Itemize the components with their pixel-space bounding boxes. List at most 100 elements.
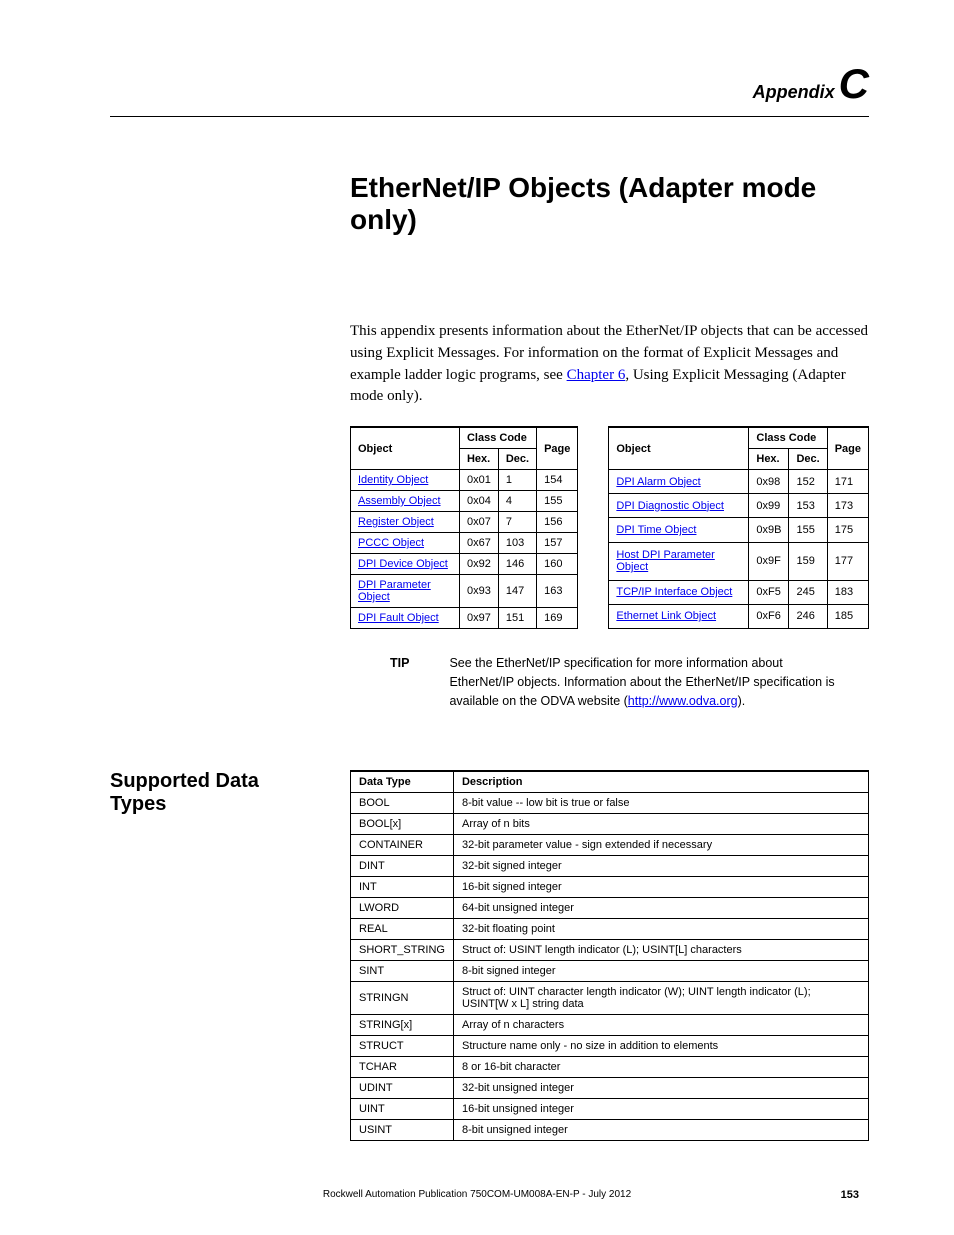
appendix-label: Appendix <box>753 82 835 102</box>
datatypes-heading: Supported Data Types <box>110 770 310 1141</box>
cell-hex: 0x07 <box>459 512 498 533</box>
object-link[interactable]: DPI Time Object <box>616 524 696 536</box>
table-row: STRINGNStruct of: UINT character length … <box>351 982 869 1015</box>
cell-dec: 246 <box>789 604 827 628</box>
cell-dec: 151 <box>498 608 536 629</box>
cell-hex: 0x9B <box>749 518 789 542</box>
cell-type: CONTAINER <box>351 835 454 856</box>
cell-dec: 159 <box>789 542 827 580</box>
cell-dec: 1 <box>498 470 536 491</box>
cell-hex: 0xF5 <box>749 580 789 604</box>
cell-page: 185 <box>827 604 868 628</box>
cell-type: BOOL <box>351 793 454 814</box>
col-classcode: Class Code <box>749 427 827 449</box>
cell-dec: 7 <box>498 512 536 533</box>
object-link[interactable]: Identity Object <box>358 474 428 486</box>
table-row: DINT32-bit signed integer <box>351 856 869 877</box>
table-row: PCCC Object0x67103157 <box>351 533 578 554</box>
cell-type: SHORT_STRING <box>351 940 454 961</box>
cell-type: UINT <box>351 1099 454 1120</box>
cell-type: STRING[x] <box>351 1015 454 1036</box>
cell-hex: 0x99 <box>749 494 789 518</box>
cell-dec: 147 <box>498 575 536 608</box>
table-row: Ethernet Link Object0xF6246185 <box>609 604 869 628</box>
cell-page: 171 <box>827 470 868 494</box>
object-link[interactable]: Assembly Object <box>358 495 441 507</box>
object-link[interactable]: DPI Device Object <box>358 558 448 570</box>
objects-table-right: Object Class Code Page Hex. Dec. DPI Ala… <box>608 426 869 629</box>
object-link[interactable]: DPI Fault Object <box>358 612 439 624</box>
tip-label: TIP <box>390 654 409 710</box>
cell-type: TCHAR <box>351 1057 454 1078</box>
header-rule <box>110 116 869 117</box>
object-link[interactable]: Host DPI Parameter Object <box>616 549 714 573</box>
cell-type: INT <box>351 877 454 898</box>
cell-dec: 103 <box>498 533 536 554</box>
cell-hex: 0x97 <box>459 608 498 629</box>
cell-page: 173 <box>827 494 868 518</box>
object-link[interactable]: PCCC Object <box>358 537 424 549</box>
cell-desc: Array of n characters <box>453 1015 868 1036</box>
object-link[interactable]: DPI Diagnostic Object <box>616 500 724 512</box>
cell-dec: 4 <box>498 491 536 512</box>
object-link[interactable]: DPI Parameter Object <box>358 579 431 603</box>
cell-desc: Struct of: USINT length indicator (L); U… <box>453 940 868 961</box>
cell-desc: Structure name only - no size in additio… <box>453 1036 868 1057</box>
cell-page: 154 <box>537 470 578 491</box>
cell-page: 175 <box>827 518 868 542</box>
datatypes-table: Data Type Description BOOL8-bit value --… <box>350 770 869 1141</box>
col-page: Page <box>827 427 868 470</box>
col-object: Object <box>609 427 749 470</box>
cell-page: 177 <box>827 542 868 580</box>
tip-block: TIP See the EtherNet/IP specification fo… <box>390 654 869 710</box>
cell-page: 183 <box>827 580 868 604</box>
cell-hex: 0x01 <box>459 470 498 491</box>
table-row: TCP/IP Interface Object 0xF5245183 <box>609 580 869 604</box>
cell-hex: 0x92 <box>459 554 498 575</box>
odva-link[interactable]: http://www.odva.org <box>628 694 738 708</box>
cell-type: REAL <box>351 919 454 940</box>
cell-page: 155 <box>537 491 578 512</box>
cell-type: DINT <box>351 856 454 877</box>
cell-desc: Struct of: UINT character length indicat… <box>453 982 868 1015</box>
table-row: REAL32-bit floating point <box>351 919 869 940</box>
table-row: SINT8-bit signed integer <box>351 961 869 982</box>
table-row: USINT8-bit unsigned integer <box>351 1120 869 1141</box>
table-row: BOOL8-bit value -- low bit is true or fa… <box>351 793 869 814</box>
cell-desc: 64-bit unsigned integer <box>453 898 868 919</box>
table-row: UDINT32-bit unsigned integer <box>351 1078 869 1099</box>
object-link[interactable]: TCP/IP Interface Object <box>616 586 732 598</box>
cell-desc: 8 or 16-bit character <box>453 1057 868 1078</box>
cell-desc: 8-bit signed integer <box>453 961 868 982</box>
col-object: Object <box>351 427 460 470</box>
cell-type: USINT <box>351 1120 454 1141</box>
cell-desc: 32-bit unsigned integer <box>453 1078 868 1099</box>
cell-dec: 152 <box>789 470 827 494</box>
cell-hex: 0x93 <box>459 575 498 608</box>
cell-type: UDINT <box>351 1078 454 1099</box>
col-description: Description <box>453 771 868 793</box>
object-link[interactable]: Register Object <box>358 516 434 528</box>
col-datatype: Data Type <box>351 771 454 793</box>
cell-desc: 8-bit unsigned integer <box>453 1120 868 1141</box>
cell-desc: 16-bit signed integer <box>453 877 868 898</box>
table-row: STRUCTStructure name only - no size in a… <box>351 1036 869 1057</box>
cell-desc: Array of n bits <box>453 814 868 835</box>
cell-desc: 16-bit unsigned integer <box>453 1099 868 1120</box>
table-row: CONTAINER32-bit parameter value - sign e… <box>351 835 869 856</box>
cell-type: STRINGN <box>351 982 454 1015</box>
cell-type: LWORD <box>351 898 454 919</box>
appendix-letter: C <box>839 60 869 107</box>
table-row: DPI Time Object0x9B155175 <box>609 518 869 542</box>
objects-table-left: Object Class Code Page Hex. Dec. Identit… <box>350 426 578 629</box>
table-row: DPI Alarm Object0x98152171 <box>609 470 869 494</box>
cell-hex: 0x67 <box>459 533 498 554</box>
cell-dec: 153 <box>789 494 827 518</box>
table-row: SHORT_STRINGStruct of: USINT length indi… <box>351 940 869 961</box>
object-link[interactable]: DPI Alarm Object <box>616 476 700 488</box>
object-link[interactable]: Ethernet Link Object <box>616 610 716 622</box>
cell-type: SINT <box>351 961 454 982</box>
chapter-6-link[interactable]: Chapter 6 <box>567 367 626 383</box>
cell-dec: 245 <box>789 580 827 604</box>
col-page: Page <box>537 427 578 470</box>
